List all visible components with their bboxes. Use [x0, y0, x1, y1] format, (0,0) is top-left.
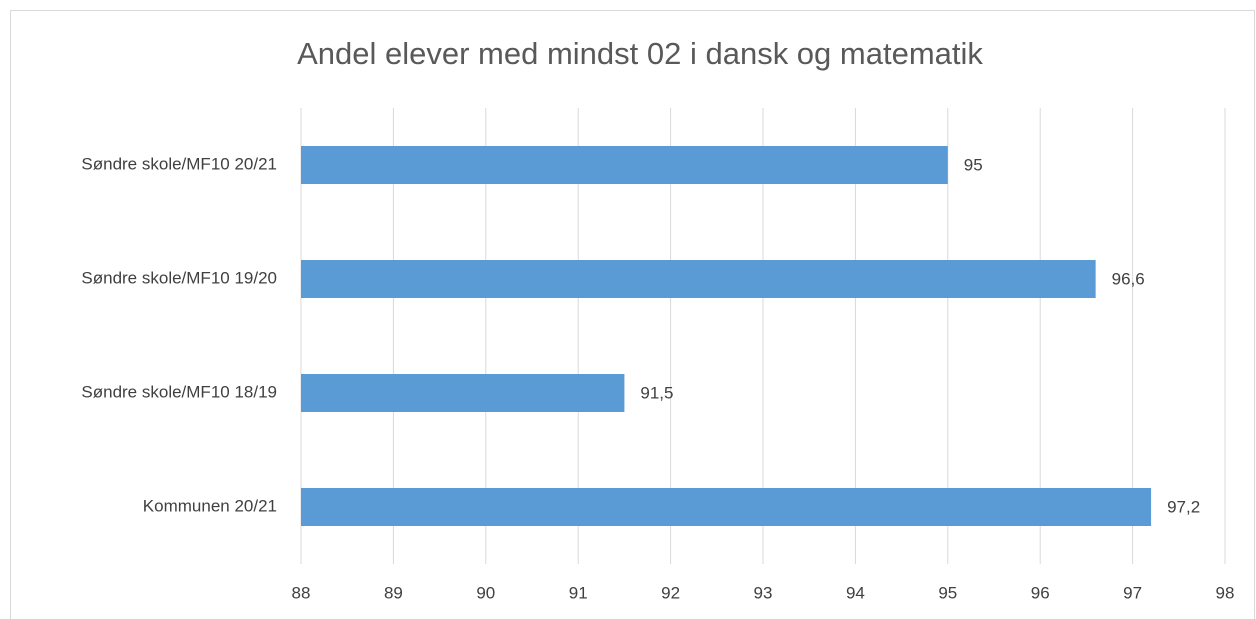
x-tick-label: 98: [1216, 583, 1235, 602]
bar: [301, 488, 1152, 526]
x-tick-label: 88: [292, 583, 311, 602]
bar: [301, 260, 1096, 298]
x-tick-label: 94: [846, 583, 865, 602]
x-tick-label: 91: [569, 583, 588, 602]
x-tick-label: 97: [1123, 583, 1142, 602]
bar: [301, 146, 948, 184]
y-tick-label: Søndre skole/MF10 20/21: [81, 154, 277, 173]
chart-title: Andel elever med mindst 02 i dansk og ma…: [297, 36, 983, 71]
data-label: 97,2: [1167, 497, 1200, 516]
data-label: 96,6: [1112, 269, 1145, 288]
chart-frame: [10, 10, 1255, 619]
data-label: 95: [964, 155, 983, 174]
data-label: 91,5: [640, 383, 673, 402]
x-tick-label: 92: [661, 583, 680, 602]
x-tick-label: 93: [754, 583, 773, 602]
x-tick-label: 96: [1031, 583, 1050, 602]
y-tick-label: Søndre skole/MF10 18/19: [81, 382, 277, 401]
y-tick-label: Kommunen 20/21: [143, 496, 277, 515]
x-tick-label: 95: [938, 583, 957, 602]
bar: [301, 374, 625, 412]
x-tick-label: 89: [384, 583, 403, 602]
y-tick-label: Søndre skole/MF10 19/20: [81, 268, 277, 287]
x-tick-label: 90: [476, 583, 495, 602]
